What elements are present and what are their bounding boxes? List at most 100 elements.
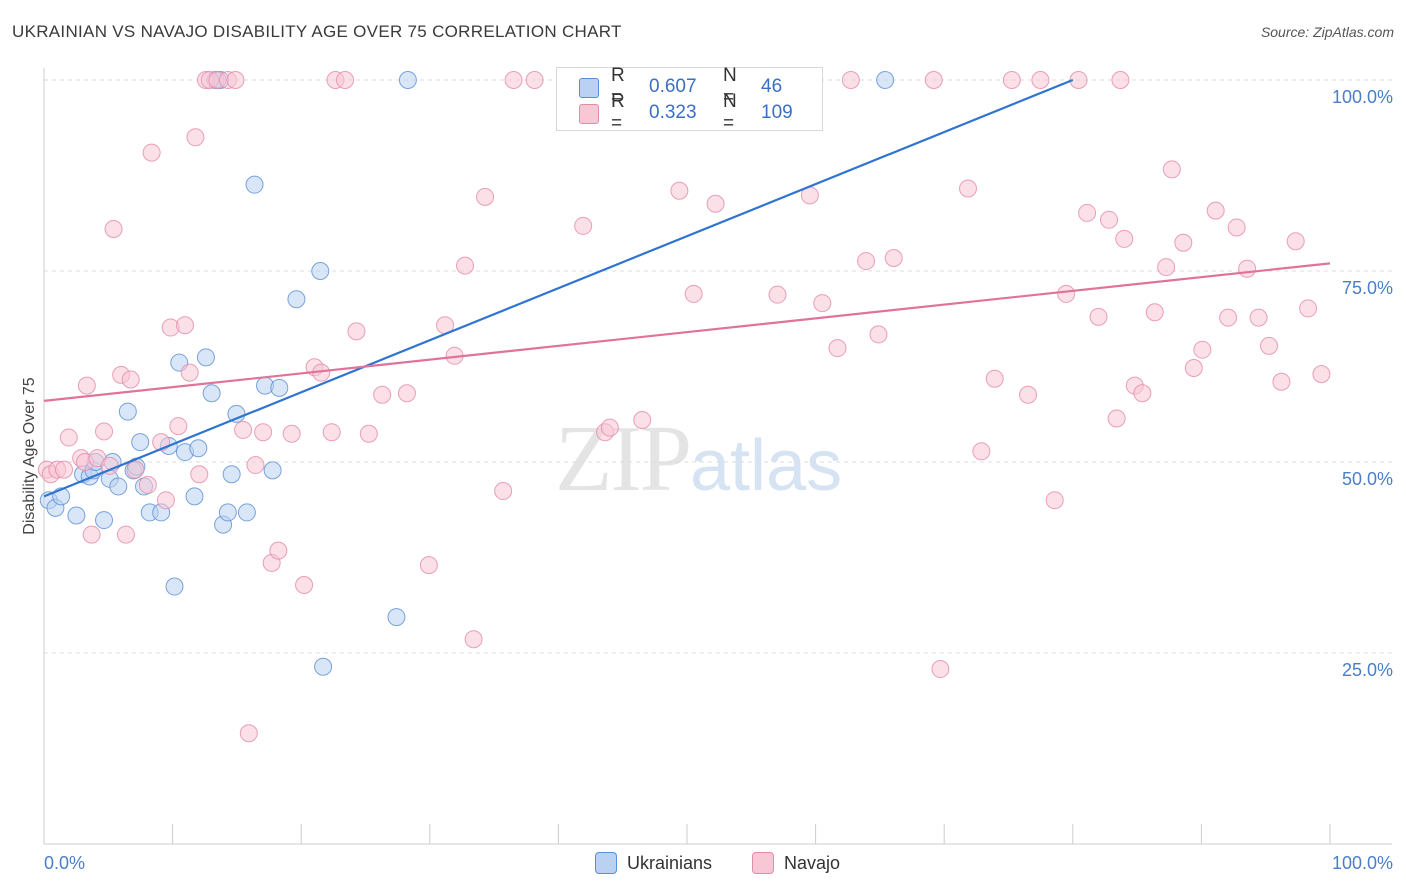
point-ukrainians	[118, 402, 137, 421]
legend-swatch-navajo	[579, 104, 599, 124]
point-navajo	[1260, 336, 1279, 355]
point-navajo	[121, 370, 140, 389]
series-legend: Ukrainians Navajo	[0, 852, 1406, 876]
source-label: Source: ZipAtlas.com	[1260, 24, 1394, 40]
point-navajo	[525, 71, 544, 89]
point-navajo	[1206, 201, 1225, 220]
r-label: R =	[611, 91, 625, 134]
r-label: R =	[611, 65, 625, 108]
point-navajo	[670, 181, 689, 200]
point-navajo	[1249, 308, 1268, 327]
point-navajo	[841, 71, 860, 89]
point-ukrainians	[67, 506, 86, 525]
point-navajo	[884, 249, 903, 268]
y-tick-label: 25.0%	[1342, 660, 1393, 680]
point-navajo	[190, 465, 209, 484]
labels-layer: 25.0% 50.0% 75.0% 100.0% 0.0% 100.0% Disabilit…	[21, 87, 1393, 873]
y-tick-label: 50.0%	[1342, 469, 1393, 489]
point-navajo	[295, 576, 314, 595]
point-navajo	[600, 418, 619, 437]
point-navajo	[857, 252, 876, 271]
point-navajo	[419, 556, 438, 575]
point-navajo	[226, 71, 245, 89]
point-ukrainians	[185, 487, 204, 506]
point-navajo	[1002, 71, 1021, 89]
point-ukrainians	[314, 657, 333, 676]
y-tick-label: 100.0%	[1332, 87, 1393, 107]
legend-swatch-ukrainians	[579, 78, 599, 98]
point-ukrainians	[222, 465, 241, 484]
point-ukrainians	[196, 348, 215, 367]
point-navajo	[1031, 71, 1050, 89]
point-navajo	[138, 475, 157, 494]
x-tick-label: 100.0%	[1332, 853, 1393, 873]
legend-swatch-navajo	[752, 852, 774, 874]
point-navajo	[1107, 409, 1126, 428]
point-navajo	[359, 424, 378, 443]
point-ukrainians	[202, 384, 221, 403]
point-navajo	[269, 541, 288, 560]
legend-label-ukrainians: Ukrainians	[627, 852, 713, 873]
point-navajo	[180, 363, 199, 382]
watermark: ZIPatlas	[555, 405, 842, 513]
point-ukrainians	[218, 503, 237, 522]
r-value: 0.607	[649, 76, 697, 97]
point-navajo	[813, 294, 832, 313]
r-value: 0.323	[649, 102, 697, 123]
point-navajo	[464, 630, 483, 649]
x-tick-label: 0.0%	[44, 853, 85, 873]
point-navajo	[1272, 372, 1291, 391]
point-ukrainians	[109, 477, 128, 496]
point-navajo	[1162, 160, 1181, 179]
point-navajo	[246, 456, 265, 475]
point-navajo	[1312, 365, 1331, 384]
n-label: N =	[723, 65, 737, 108]
point-ukrainians	[245, 175, 264, 194]
point-navajo	[239, 724, 258, 743]
point-navajo	[1089, 307, 1108, 326]
trendline-ukrainians	[43, 78, 1074, 498]
point-ukrainians	[387, 608, 406, 627]
point-navajo	[574, 216, 593, 235]
trendline-navajo	[43, 262, 1331, 402]
points-layer	[37, 71, 1331, 743]
axes-layer	[43, 68, 1392, 845]
point-navajo	[175, 316, 194, 335]
point-navajo	[104, 219, 123, 238]
point-navajo	[1193, 340, 1212, 359]
point-navajo	[1174, 233, 1193, 252]
point-navajo	[82, 525, 101, 544]
legend-item-ukrainians[interactable]: Ukrainians	[595, 852, 712, 874]
point-ukrainians	[189, 439, 208, 458]
point-navajo	[336, 71, 355, 89]
y-tick-label: 75.0%	[1342, 278, 1393, 298]
point-navajo	[1227, 218, 1246, 237]
point-navajo	[373, 385, 392, 404]
point-navajo	[1045, 491, 1064, 510]
legend-label-navajo: Navajo	[784, 852, 841, 873]
point-navajo	[77, 376, 96, 395]
legend-item-navajo[interactable]: Navajo	[752, 852, 840, 874]
point-navajo	[254, 423, 273, 442]
point-navajo	[126, 460, 145, 479]
point-navajo	[1184, 359, 1203, 378]
point-navajo	[768, 285, 787, 304]
stats-legend: R = 0.607 N = 46 R = 0.323 N = 109	[556, 65, 823, 134]
watermark-zip: ZIP	[555, 407, 692, 511]
point-navajo	[322, 423, 341, 442]
point-navajo	[59, 428, 78, 447]
point-ukrainians	[398, 71, 417, 89]
point-navajo	[1019, 385, 1038, 404]
point-navajo	[931, 660, 950, 679]
point-ukrainians	[876, 71, 895, 89]
point-ukrainians	[237, 503, 256, 522]
point-navajo	[924, 71, 943, 89]
point-navajo	[1219, 308, 1238, 327]
point-navajo	[1115, 229, 1134, 248]
point-ukrainians	[311, 262, 330, 280]
point-ukrainians	[287, 290, 306, 309]
point-navajo	[282, 424, 301, 443]
point-navajo	[828, 339, 847, 358]
point-navajo	[1099, 210, 1118, 229]
